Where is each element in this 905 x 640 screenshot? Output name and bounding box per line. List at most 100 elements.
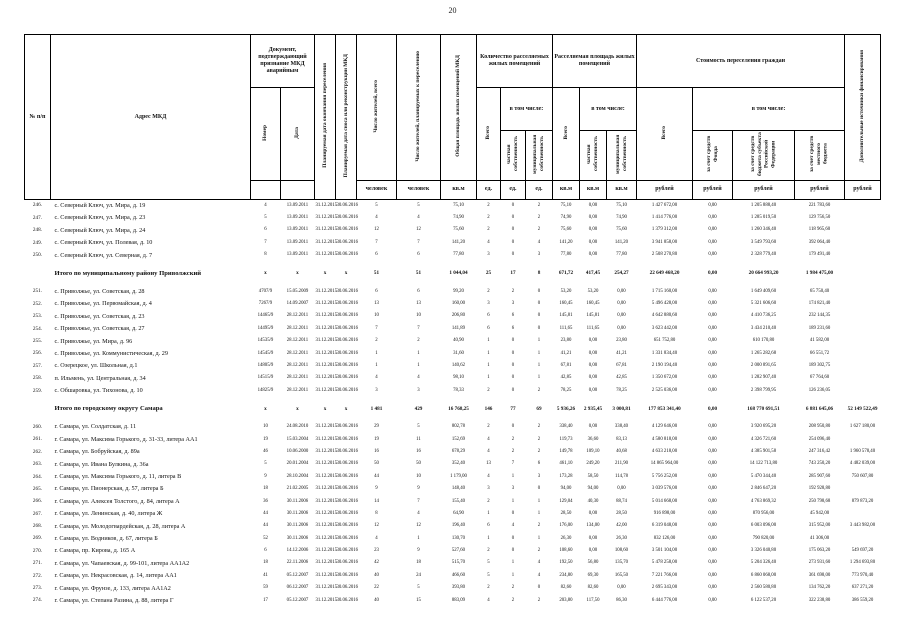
value-cell: 30.06.2016: [336, 215, 359, 221]
value-cell: 12: [416, 227, 421, 233]
value-cell: 11: [416, 436, 421, 442]
value-cell: 4 642 880,60: [651, 313, 678, 319]
value-cell: 28.12.2011: [286, 362, 309, 368]
value-cell: 30.06.2016: [336, 288, 359, 294]
value-cell: 30.06.2016: [336, 585, 359, 591]
header-row-number: № п/п: [23, 34, 51, 200]
value-cell: [845, 508, 881, 520]
value-cell: 06.12.2007: [286, 585, 309, 591]
value-cell: 0: [511, 362, 515, 368]
row-number: 251.: [32, 288, 42, 295]
value-cell: 6 319 048,00: [651, 523, 678, 529]
header-area-municipal: муниципальная собственность: [605, 130, 638, 181]
value-cell: 31.12.2015: [315, 387, 338, 393]
value-cell: 0: [511, 252, 515, 258]
value-cell: 2: [375, 338, 378, 344]
value-cell: 2: [487, 288, 490, 294]
row-number: 270.: [32, 547, 42, 554]
value-cell: x: [323, 270, 327, 277]
value-cell: 1: [537, 338, 541, 344]
value-cell: 155,40: [451, 498, 466, 504]
value-cell: 1 260 346,40: [750, 227, 777, 233]
value-cell: 42,85: [560, 375, 572, 381]
value-cell: 177 853 341,40: [648, 405, 681, 412]
value-cell: 1 294 693,80: [849, 560, 876, 566]
value-cell: 0,00: [708, 239, 717, 245]
table-row: 247. с. Северный Ключ, ул. Мира, д. 23 5 13…: [24, 212, 880, 224]
value-cell: 0,00: [708, 461, 717, 467]
value-cell: 5: [417, 424, 420, 430]
value-cell: 417,45: [585, 270, 601, 277]
value-cell: 30.11.2006: [286, 535, 309, 541]
unit-cell: рублей: [844, 179, 882, 200]
value-cell: 0,00: [708, 473, 717, 479]
value-cell: [845, 373, 881, 385]
value-cell: 2: [511, 448, 515, 454]
value-cell: 24.08.2010: [286, 424, 309, 430]
address-cell: с. Приволжье, ул. Советская, д. 23: [54, 312, 145, 320]
value-cell: 31.12.2015: [315, 448, 338, 454]
address-cell: с. Обшаровка, ул. Тихонова, д. 10: [54, 387, 143, 395]
value-cell: 3 941 858,00: [651, 239, 678, 245]
value-cell: 5 936,26: [556, 405, 576, 412]
value-cell: 10.06.2000: [286, 448, 309, 454]
value-cell: 0,00: [708, 362, 717, 368]
value-cell: 31.12.2015: [315, 585, 338, 591]
value-cell: 31.12.2015: [315, 572, 338, 578]
value-cell: 352,40: [451, 461, 466, 467]
value-cell: 0: [511, 227, 515, 233]
value-cell: 315 952,00: [808, 523, 831, 529]
value-cell: 30.06.2016: [336, 597, 359, 603]
value-cell: 0,00: [708, 350, 717, 356]
value-cell: 0,00: [708, 560, 717, 566]
value-cell: 4 482 039,00: [849, 461, 876, 467]
row-number: 272.: [32, 572, 42, 579]
value-cell: 2: [537, 202, 541, 208]
value-cell: 1 331 834,40: [651, 350, 678, 356]
value-cell: 31.12.2015: [315, 350, 338, 356]
value-cell: 20 664 993,20: [748, 270, 779, 277]
value-cell: 6 444 776,00: [651, 597, 678, 603]
value-cell: 5: [264, 215, 267, 221]
value-cell: 1: [487, 375, 490, 381]
value-cell: 4: [537, 560, 541, 566]
value-cell: 130,70: [451, 535, 466, 541]
header-cost-region: за счет средств бюджета субъекта Российс…: [732, 130, 796, 181]
value-cell: 2: [487, 585, 490, 591]
value-cell: 0,00: [708, 288, 717, 294]
row-number: [24, 262, 50, 286]
unit-cell: кв.м: [578, 179, 607, 200]
unit-cell: ед.: [475, 179, 501, 200]
value-cell: 1: [537, 375, 541, 381]
value-cell: 3 443 982,00: [849, 523, 876, 529]
value-cell: 31.12.2015: [315, 202, 338, 208]
value-cell: 0,00: [708, 436, 717, 442]
table-row: 273. г. Самара, ул. Фрунзе, д. 133, литер…: [24, 582, 880, 594]
value-cell: 31.12.2015: [315, 227, 338, 233]
value-cell: 192,50: [559, 560, 573, 566]
value-cell: x: [296, 405, 299, 412]
value-cell: 2: [511, 585, 515, 591]
value-cell: 88,74: [616, 498, 627, 504]
value-cell: 175 063,20: [808, 548, 831, 554]
value-cell: 31.12.2015: [315, 375, 338, 381]
value-cell: 74,90: [560, 215, 572, 221]
table-row: 255. с. Приволжье, ул. Мира, д. 96 14535/9…: [24, 335, 880, 347]
table-row: 254. с. Приволжье, ул. Советская, д. 27 14…: [24, 323, 880, 335]
table-row: 256. с. Приволжье, ул. Коммунистическая, …: [24, 348, 880, 360]
header-cost-including: в том числе:: [692, 87, 846, 131]
value-cell: 108,60: [614, 548, 629, 554]
value-cell: 0,00: [708, 585, 717, 591]
value-cell: 56,80: [587, 560, 599, 566]
row-number: 257.: [32, 362, 42, 369]
value-cell: 179 491,40: [808, 252, 831, 258]
value-cell: 879 873,20: [851, 498, 874, 504]
row-number: 267.: [32, 510, 42, 517]
value-cell: 0: [511, 387, 515, 393]
value-cell: 65 750,40: [809, 288, 830, 294]
value-cell: 338,40: [614, 424, 629, 430]
value-cell: 86,30: [616, 597, 627, 603]
value-cell: 28.12.2011: [286, 313, 309, 319]
value-cell: 3: [487, 252, 490, 258]
value-cell: 67 764,60: [809, 375, 830, 381]
